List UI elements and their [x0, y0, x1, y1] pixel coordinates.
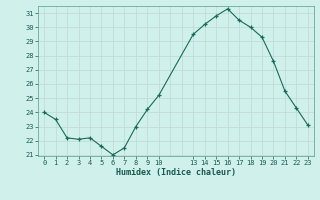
X-axis label: Humidex (Indice chaleur): Humidex (Indice chaleur)	[116, 168, 236, 177]
